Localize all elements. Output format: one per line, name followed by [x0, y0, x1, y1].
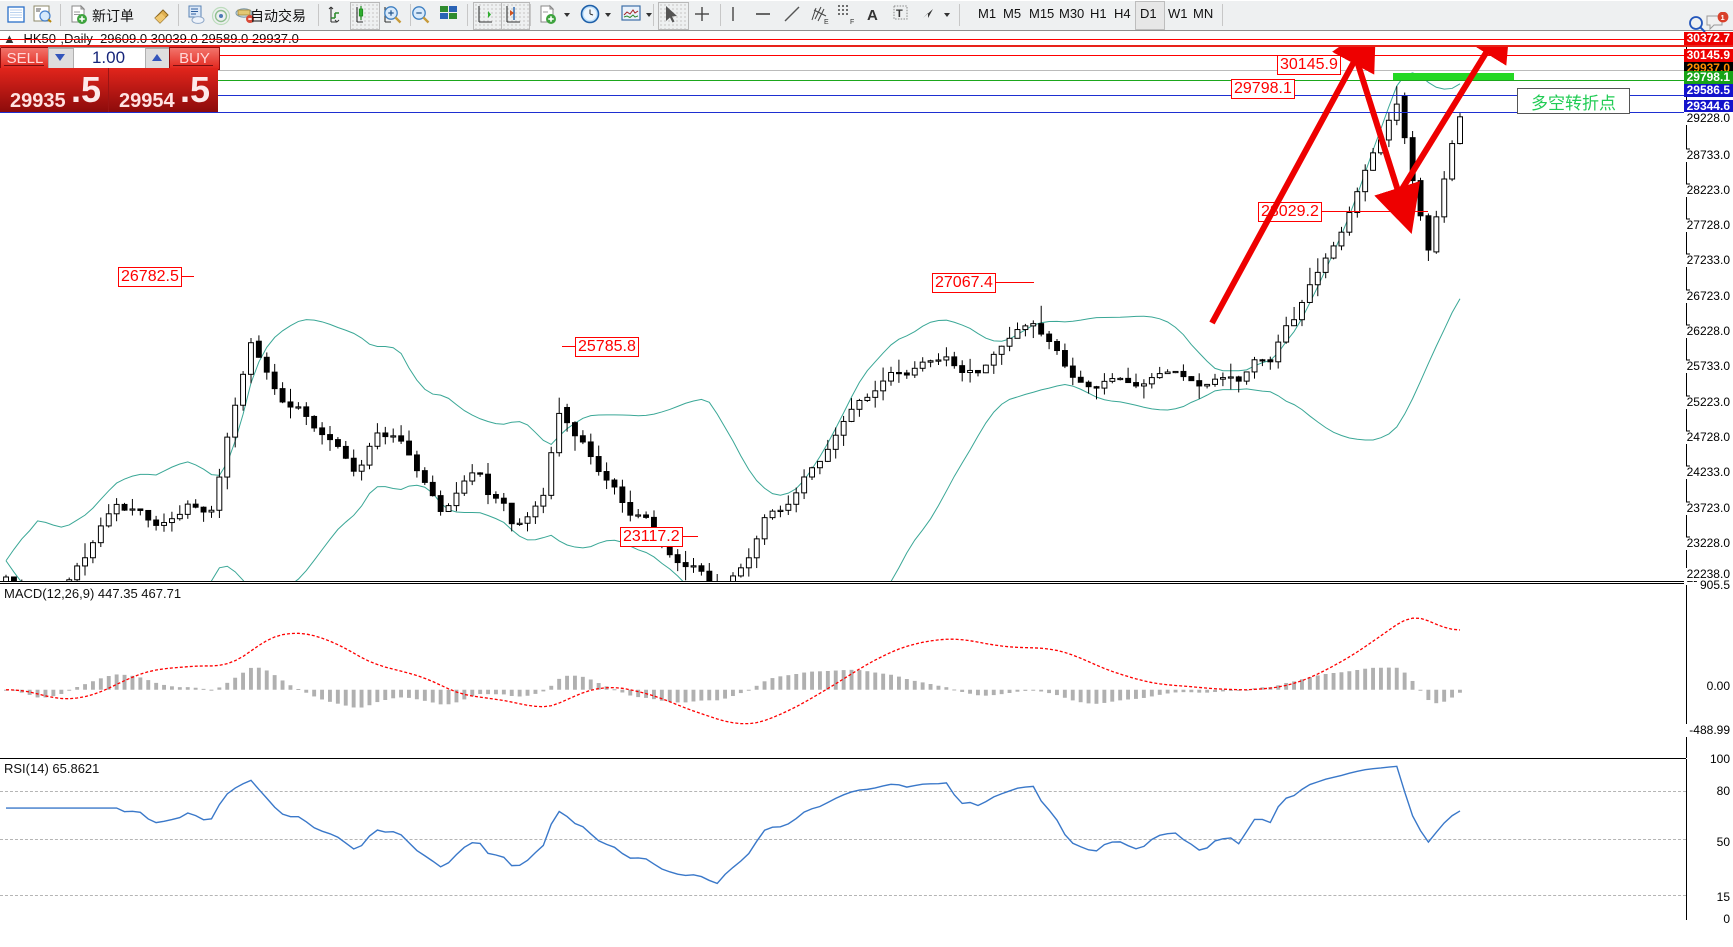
- svg-text:T: T: [896, 8, 903, 20]
- svg-text:E: E: [824, 19, 829, 26]
- svg-text:1: 1: [1721, 13, 1725, 22]
- svg-text:A: A: [867, 7, 878, 24]
- svg-text:F: F: [850, 19, 854, 26]
